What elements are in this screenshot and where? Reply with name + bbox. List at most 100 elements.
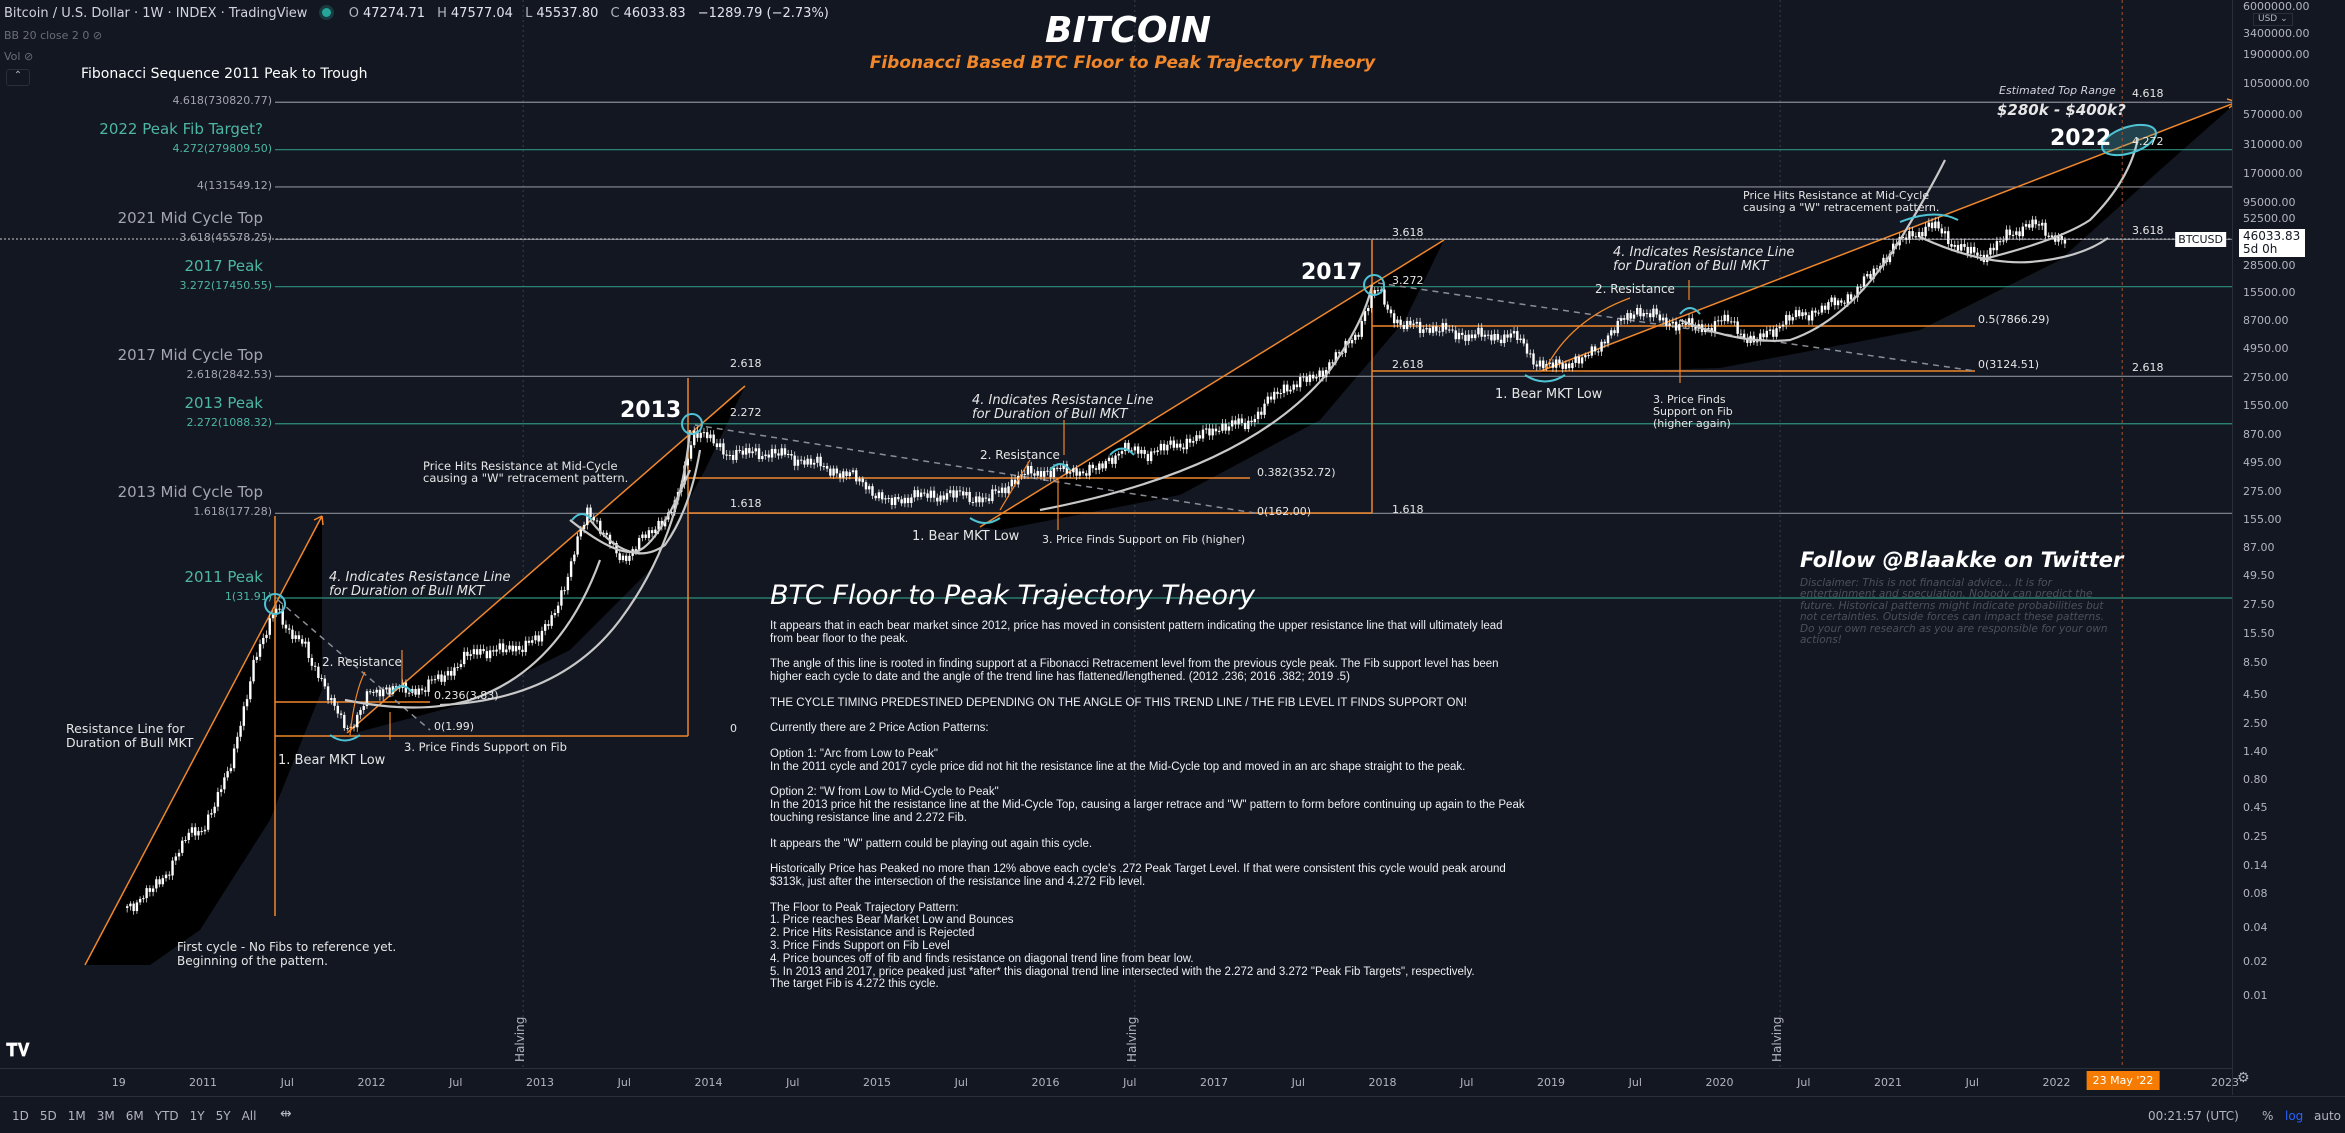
candle (168, 871, 171, 880)
candle (132, 901, 135, 915)
log-scale-toggle[interactable]: log (2285, 1109, 2304, 1123)
candle-body (1461, 332, 1464, 335)
candle (1606, 332, 1610, 348)
price-axis[interactable]: USD ⌄ 46033.83 5d 0h ⚙ 6000000.00 3400000… (2232, 0, 2345, 1095)
time-axis[interactable]: 23 May '22 19 2011 Jul 2012 Jul 2013 Jul 2014 Ju… (0, 1068, 2239, 1095)
candle (443, 671, 446, 686)
range-button-all[interactable]: All (241, 1109, 257, 1123)
collapse-legend-button[interactable]: ⌃ (6, 69, 30, 86)
candle (1775, 324, 1778, 340)
candle (495, 645, 498, 657)
range-button-5y[interactable]: 5Y (215, 1109, 231, 1123)
candle (1904, 233, 1908, 245)
candle (1046, 466, 1049, 476)
candle-body (1762, 333, 1765, 338)
candle (1276, 387, 1279, 399)
eye-hidden-icon[interactable]: ⊘ (23, 50, 34, 63)
candle-body (1953, 245, 1956, 247)
candle-body (1072, 468, 1075, 473)
time-tick: 2014 (694, 1076, 723, 1089)
price-tick: 1.40 (2243, 745, 2268, 759)
candle-body (1992, 247, 1995, 251)
price-chart-canvas[interactable] (0, 0, 2232, 1068)
currency-selector[interactable]: USD ⌄ (2253, 13, 2293, 26)
time-tick: 2013 (526, 1076, 554, 1089)
candle (2054, 232, 2057, 245)
range-button-6m[interactable]: 6M (125, 1109, 144, 1123)
candle (1354, 332, 1357, 344)
candle-body (618, 553, 621, 561)
candle (783, 444, 787, 458)
tradingview-logo-icon[interactable]: 𝐓𝐕 (6, 1040, 30, 1061)
candle (498, 638, 502, 654)
candle (871, 483, 874, 500)
candle (702, 427, 706, 438)
candle-body (1729, 321, 1733, 323)
fib-level-name: 2011 Peak (184, 568, 263, 586)
candle (1399, 316, 1402, 329)
candle (543, 620, 547, 636)
range-button-1y[interactable]: 1Y (189, 1109, 205, 1123)
candle (1571, 359, 1574, 372)
range-button-ytd[interactable]: YTD (154, 1109, 179, 1123)
candle (469, 649, 472, 661)
vol-indicator-legend[interactable]: Vol ⊘ (4, 50, 33, 63)
candle-body (249, 681, 252, 700)
bb-indicator-legend[interactable]: BB 20 close 2 0 ⊘ (4, 29, 102, 42)
candle (265, 630, 268, 643)
candle (1315, 373, 1318, 382)
candle (1473, 329, 1477, 341)
candle-body (427, 679, 430, 692)
candle-body (1389, 309, 1393, 314)
candle-body (2044, 222, 2047, 236)
candle-body (417, 688, 421, 695)
candle (1483, 330, 1487, 342)
candle-body (2063, 239, 2067, 244)
utc-clock[interactable]: 00:21:57 (UTC) (2148, 1109, 2239, 1123)
range-button-5d[interactable]: 5D (39, 1109, 57, 1123)
candle-body (709, 434, 712, 439)
resistance-line-2013 (346, 385, 746, 734)
candle-body (1392, 313, 1396, 324)
candle-body (1454, 330, 1457, 340)
candle (1185, 434, 1188, 454)
candle-body (317, 666, 320, 678)
percent-scale-toggle[interactable]: % (2262, 1109, 2274, 1123)
fib-level-right-label: 3.618 (2132, 224, 2164, 238)
settings-gear-icon[interactable]: ⚙ (2237, 1070, 2250, 1086)
date-range-calendar-icon[interactable]: ⇹ (280, 1106, 292, 1122)
candle (223, 772, 226, 794)
candle (1529, 349, 1532, 358)
candle (761, 451, 764, 462)
candle-body (1950, 244, 1953, 247)
candle (356, 712, 359, 732)
range-button-1m[interactable]: 1M (67, 1109, 86, 1123)
auto-scale-toggle[interactable]: auto (2314, 1109, 2342, 1123)
candle-body (624, 555, 628, 561)
candle (1820, 302, 1824, 315)
candle-body (2018, 231, 2021, 237)
candle-body (1911, 231, 1914, 237)
candle (527, 636, 531, 646)
candle-body (168, 874, 171, 876)
resistance-line-2017 (979, 239, 1445, 528)
candle-body (1114, 455, 1117, 464)
range-button-3m[interactable]: 3M (96, 1109, 115, 1123)
symbol-header[interactable]: Bitcoin / U.S. Dollar · 1W · INDEX · Tra… (4, 6, 833, 21)
candle-body (1146, 454, 1150, 462)
chevron-up-icon: ⌃ (13, 70, 23, 81)
candle (1888, 250, 1892, 265)
candle (1269, 392, 1273, 403)
candle-body (1862, 276, 1866, 287)
candle-body (1924, 226, 1927, 237)
candle (414, 685, 417, 698)
candle-body (1966, 246, 1969, 254)
last-price-badge: 46033.83 5d 0h (2239, 229, 2305, 257)
candle-body (1211, 428, 1214, 436)
candle (372, 689, 375, 697)
range-button-1d[interactable]: 1D (12, 1109, 29, 1123)
price-tick: 8.50 (2243, 656, 2268, 670)
candle (1992, 243, 1995, 255)
candle (1111, 455, 1114, 468)
eye-hidden-icon[interactable]: ⊘ (92, 29, 103, 42)
